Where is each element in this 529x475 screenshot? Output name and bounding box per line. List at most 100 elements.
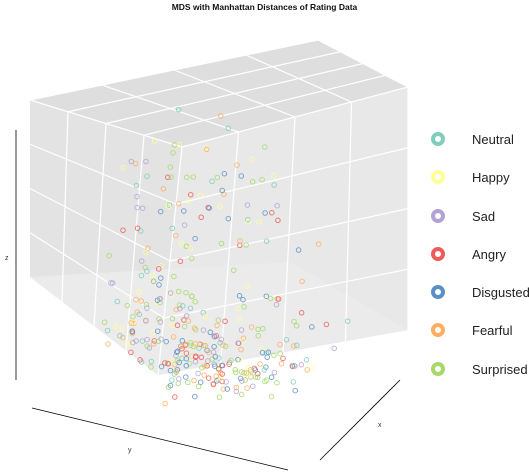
data-point <box>189 293 195 300</box>
x-axis-line <box>319 379 401 461</box>
data-point <box>248 156 255 163</box>
data-point <box>157 208 164 215</box>
data-point <box>143 249 149 256</box>
data-point <box>195 370 201 377</box>
data-point <box>168 174 174 180</box>
gridline <box>125 135 145 351</box>
data-point <box>202 342 209 349</box>
data-point <box>241 304 247 310</box>
gridline <box>29 99 183 148</box>
data-point <box>232 367 238 373</box>
data-point <box>124 302 131 309</box>
data-point <box>215 317 222 323</box>
data-point <box>203 146 210 153</box>
data-point <box>228 357 234 364</box>
data-point <box>214 322 220 329</box>
data-point <box>201 372 207 378</box>
data-point <box>110 280 116 286</box>
data-point <box>273 301 280 308</box>
data-point <box>200 342 207 349</box>
data-point <box>170 150 176 156</box>
data-point <box>252 374 259 380</box>
data-point <box>304 367 310 373</box>
data-point <box>145 245 151 252</box>
data-point <box>150 341 157 347</box>
data-point <box>219 362 225 369</box>
data-point <box>222 318 228 325</box>
data-point <box>230 267 237 273</box>
data-point <box>268 374 275 380</box>
data-point <box>238 173 245 179</box>
data-point <box>144 336 150 343</box>
data-point <box>315 241 322 247</box>
data-point <box>185 379 191 386</box>
data-point <box>271 369 278 376</box>
data-point <box>263 238 270 244</box>
data-point <box>218 113 224 119</box>
data-point <box>185 318 192 324</box>
data-point <box>178 343 184 349</box>
data-point <box>240 296 246 303</box>
data-point <box>218 240 225 247</box>
gridline <box>344 101 353 342</box>
data-point <box>238 346 244 353</box>
data-point <box>189 255 195 262</box>
data-point <box>331 345 337 352</box>
gridline <box>173 69 296 118</box>
data-point <box>105 341 111 347</box>
data-point <box>104 327 111 334</box>
data-point <box>139 338 146 344</box>
data-point <box>261 367 268 373</box>
data-point <box>201 363 208 369</box>
data-point <box>150 278 157 285</box>
data-point <box>236 316 243 323</box>
data-point <box>212 353 219 360</box>
data-point <box>299 278 305 285</box>
data-point <box>151 338 158 344</box>
data-point <box>210 349 217 355</box>
data-point <box>172 394 178 400</box>
data-point <box>187 339 194 346</box>
data-point <box>200 327 207 333</box>
data-point <box>183 355 190 362</box>
data-point <box>157 319 164 325</box>
data-point <box>263 364 269 370</box>
data-point <box>183 289 189 296</box>
data-point <box>200 309 206 316</box>
data-point <box>120 227 126 233</box>
legend-item: Happy <box>427 168 527 206</box>
data-point <box>167 367 174 374</box>
data-point <box>220 386 227 392</box>
data-point <box>268 393 275 400</box>
data-point <box>222 343 229 350</box>
data-point <box>219 187 225 194</box>
legend-label: Happy <box>472 170 510 186</box>
axes <box>15 130 401 471</box>
data-point <box>150 272 156 279</box>
data-point <box>155 338 162 345</box>
data-point <box>191 377 197 384</box>
data-point <box>130 339 136 346</box>
legend-item: Disgusted <box>427 283 529 321</box>
gridline <box>163 268 409 319</box>
data-point <box>162 360 168 366</box>
data-point <box>237 357 244 363</box>
data-point <box>213 333 220 339</box>
data-point <box>212 363 218 369</box>
data-point <box>255 374 261 380</box>
data-point <box>295 247 302 253</box>
data-point <box>179 346 185 352</box>
data-point <box>271 352 277 359</box>
data-point <box>176 141 183 148</box>
data-point <box>235 356 241 363</box>
data-point <box>309 324 315 330</box>
data-point <box>197 192 204 198</box>
data-point <box>181 323 188 330</box>
legend-swatch <box>431 361 445 376</box>
data-point <box>187 191 194 198</box>
data-point <box>211 343 217 350</box>
data-point <box>174 349 180 355</box>
data-point <box>181 208 187 214</box>
data-point <box>131 319 137 326</box>
data-point <box>183 350 190 356</box>
